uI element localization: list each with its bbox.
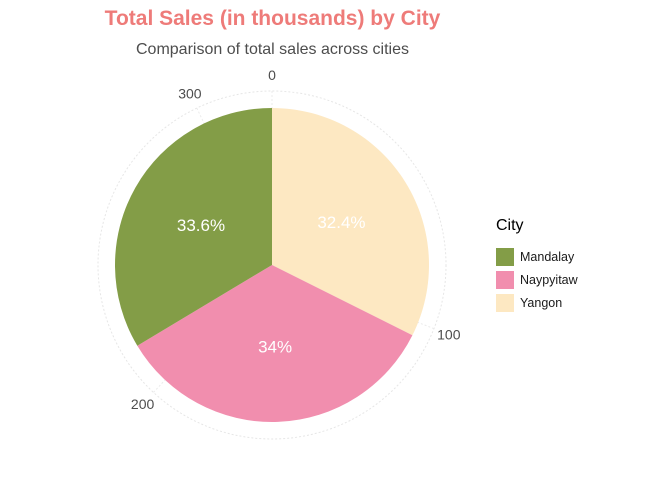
- data-label-mandalay: 33.6%: [177, 216, 225, 235]
- pie-slice-yangon: [272, 108, 429, 336]
- legend-key-mandalay: [496, 247, 514, 266]
- axis-tick-label-100: 100: [437, 327, 461, 343]
- legend-item-yangon: Yangon: [496, 291, 578, 314]
- axis-tick-label-300: 300: [178, 86, 202, 102]
- chart-title: Total Sales (in thousands) by City: [104, 7, 441, 30]
- data-label-yangon: 32.4%: [317, 213, 365, 232]
- chart-subtitle: Comparison of total sales across cities: [136, 41, 409, 58]
- legend-label-yangon: Yangon: [520, 295, 563, 310]
- legend-key-naypyitaw: [496, 270, 514, 289]
- axis-tick-label-200: 200: [131, 396, 155, 412]
- legend-item-naypyitaw: Naypyitaw: [496, 268, 578, 291]
- pie-slice-naypyitaw: [137, 265, 413, 422]
- legend-item-mandalay: Mandalay: [496, 245, 578, 268]
- data-label-naypyitaw: 34%: [258, 338, 292, 357]
- legend-key-yangon: [496, 293, 514, 312]
- grid-circle: [97, 90, 447, 440]
- legend-label-naypyitaw: Naypyitaw: [520, 272, 578, 287]
- axis-tick-label-0: 0: [268, 67, 276, 83]
- legend-title: City: [496, 217, 524, 234]
- legend: City Mandalay Naypyitaw Yangon: [496, 217, 578, 314]
- legend-label-mandalay: Mandalay: [520, 249, 575, 264]
- pie-slice-mandalay: [115, 108, 272, 346]
